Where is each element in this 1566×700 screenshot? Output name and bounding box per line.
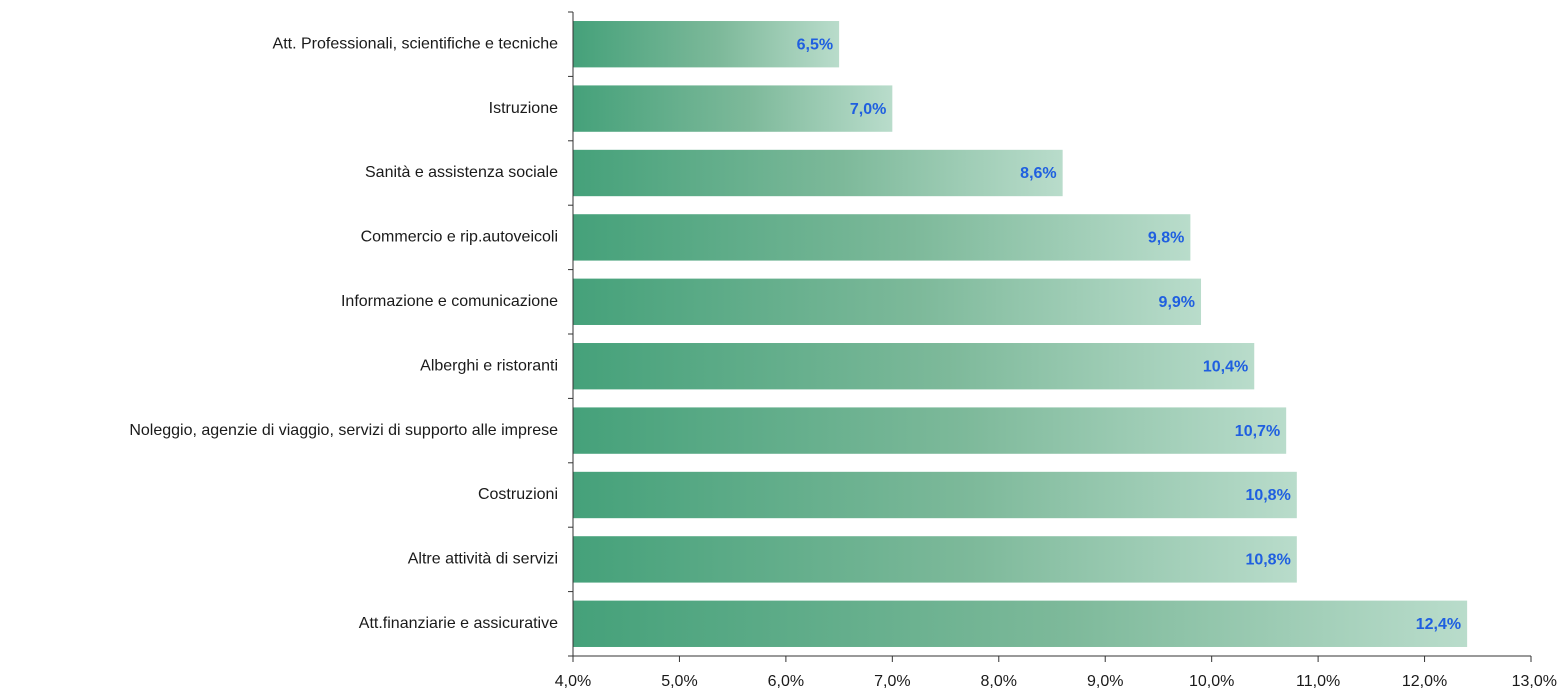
data-label: 9,8% (1148, 230, 1184, 247)
labels-group: Att. Professionali, scientifiche e tecni… (129, 35, 1461, 633)
bar (573, 343, 1255, 390)
data-label: 7,0% (850, 101, 886, 118)
category-label: Altre attività di servizi (408, 551, 558, 568)
x-tick-label: 4,0% (555, 673, 591, 690)
category-label: Costruzioni (478, 486, 558, 503)
data-label: 10,8% (1245, 487, 1290, 504)
bar (573, 471, 1297, 519)
data-label: 10,8% (1245, 552, 1290, 569)
category-label: Att. Professionali, scientifiche e tecni… (273, 35, 559, 52)
category-label: Informazione e comunicazione (341, 293, 558, 310)
axes-group: 4,0% 5,0% 6,0% 7,0% 8,0% 9,0% 10,0% 11,0% 12,0% 1… (555, 11, 1557, 690)
x-tick-label: 12,0% (1402, 673, 1447, 690)
bar (573, 214, 1191, 261)
x-tick-label: 9,0% (1087, 673, 1123, 690)
x-tick-label: 11,0% (1296, 673, 1340, 690)
data-label: 10,7% (1235, 423, 1280, 440)
bar (573, 278, 1202, 325)
data-label: 9,9% (1159, 294, 1195, 311)
bars-group (573, 21, 1468, 647)
x-tick-label: 7,0% (874, 673, 910, 690)
bar (573, 85, 893, 132)
data-label: 10,4% (1203, 358, 1248, 375)
bar (573, 600, 1468, 647)
category-label: Att.finanziarie e assicurative (359, 615, 558, 632)
x-tick-label: 5,0% (661, 673, 697, 690)
category-label: Commercio e rip.autoveicoli (361, 229, 558, 246)
x-tick-label: 10,0% (1189, 673, 1234, 690)
data-label: 8,6% (1020, 165, 1056, 182)
category-label: Istruzione (489, 100, 558, 117)
bar (573, 21, 840, 68)
x-tick-label: 8,0% (981, 673, 1017, 690)
category-label: Alberghi e ristoranti (420, 357, 558, 374)
category-label: Noleggio, agenzie di viaggio, servizi di… (129, 422, 558, 439)
bar (573, 536, 1297, 583)
category-label: Sanità e assistenza sociale (365, 164, 558, 181)
x-tick-label: 6,0% (768, 673, 804, 690)
bar (573, 407, 1287, 454)
bar (573, 149, 1063, 197)
data-label: 6,5% (797, 36, 833, 53)
x-tick-label: 13,0% (1512, 673, 1557, 690)
data-label: 12,4% (1416, 616, 1461, 633)
